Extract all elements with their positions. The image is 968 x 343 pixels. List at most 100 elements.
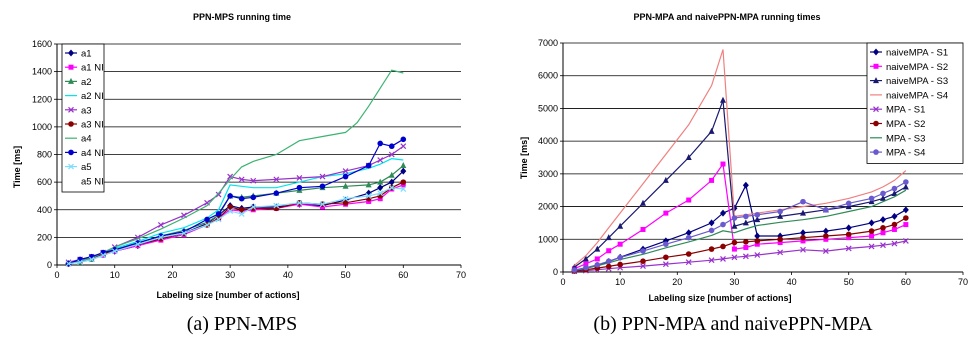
data-point [868,228,875,234]
series-line [574,162,907,270]
data-point [204,222,210,228]
legend-label: a1 [81,49,92,60]
data-point [617,241,623,247]
data-point [709,177,715,183]
x-axis-label: Labeling size [number of actions] [156,290,299,300]
data-point [743,213,749,220]
y-tick-label: 1600 [32,39,52,49]
data-point [868,243,875,250]
data-point [583,264,589,271]
data-point [708,257,715,264]
data-point [617,261,623,268]
data-point [743,244,749,250]
caption-b: (b) PPN-MPA and naivePPN-MPA [593,313,873,335]
data-point [685,229,692,237]
y-tick-label: 2000 [538,202,558,212]
data-point [400,162,407,169]
data-point [319,183,326,190]
data-point [823,236,829,242]
x-tick-label: 50 [844,277,854,287]
chart-title: PPN-MPA and naivePPN-MPA running times [633,12,820,22]
data-point [273,190,280,196]
data-point [342,168,349,174]
legend-marker [873,106,879,113]
data-point [880,225,886,231]
data-point [777,236,783,243]
data-point [377,190,384,197]
x-tick-label: 60 [901,277,911,287]
data-point [685,154,692,160]
data-point [891,226,897,232]
data-point [708,227,715,234]
x-axis-label: Labeling size [number of actions] [648,293,791,303]
data-point [606,248,612,254]
x-tick-label: 50 [341,270,351,280]
data-point [685,234,692,241]
y-tick-label: 600 [37,177,52,187]
data-point [891,212,898,220]
data-point [822,227,829,235]
data-point [388,151,395,158]
data-point [663,254,669,261]
data-point [365,181,372,188]
y-tick-label: 3000 [538,169,558,179]
y-tick-label: 400 [37,205,52,215]
x-tick-label: 0 [560,277,565,287]
data-point [845,231,852,238]
data-point [662,176,669,183]
y-tick-label: 0 [47,260,52,270]
y-tick-label: 5000 [538,103,558,113]
legend-label: a1 NI [81,63,104,74]
data-point [605,258,612,265]
data-point [377,157,384,163]
data-point [250,177,257,184]
legend-marker [68,49,74,57]
data-point [903,179,909,185]
series-naivempa---s2 [571,161,909,272]
series-line [68,145,404,263]
data-point [869,233,875,239]
data-point [720,221,726,228]
data-point [594,245,601,252]
y-tick-label: 800 [37,150,52,160]
x-tick-label: 20 [167,270,177,280]
legend-label: a3 NI [81,120,104,131]
data-point [111,248,118,255]
x-tick-label: 70 [958,277,968,287]
data-point [880,194,886,201]
data-point [273,202,280,209]
data-point [377,178,384,185]
x-tick-label: 10 [110,270,120,280]
data-point [583,261,589,267]
data-point [365,193,372,199]
data-point [823,233,829,239]
data-point [731,246,737,252]
data-point [296,184,303,191]
data-point [400,186,407,192]
data-point [100,252,107,259]
data-point [273,176,280,183]
y-tick-label: 1400 [32,67,52,77]
data-point [238,195,245,202]
data-point [238,210,245,217]
data-point [903,215,909,221]
legend-label: a5 [81,162,92,173]
legend-marker [873,48,879,56]
data-point [663,241,669,247]
series-mpa---s3 [574,189,907,271]
data-point [754,216,761,223]
data-point [227,193,233,199]
data-point [181,230,187,237]
series-line [68,69,404,265]
data-point [215,211,222,217]
data-point [903,222,909,228]
caption-a: (a) PPN-MPS [187,313,298,335]
chart-ppn-mps: PPN-MPS running time Labeling size [numb… [12,12,466,300]
data-point [617,222,624,229]
data-point [891,189,898,196]
data-point [640,258,646,265]
legend-label: MPA - S1 [886,105,925,116]
data-point [250,204,257,210]
data-point [742,253,749,260]
